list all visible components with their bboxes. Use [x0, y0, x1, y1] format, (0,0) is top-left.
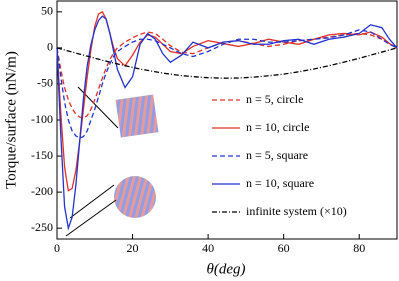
series-line — [56, 15, 398, 231]
x-tick-label: 20 — [127, 241, 139, 255]
series-line — [56, 29, 398, 139]
legend-label: infinite system (×10) — [246, 204, 347, 218]
arrows — [65, 86, 119, 237]
y-tick-label: -200 — [31, 184, 53, 198]
legend-label: n = 10, square — [246, 176, 314, 190]
legend-label: n = 5, square — [246, 148, 308, 162]
series-line — [56, 10, 398, 192]
y-tick-label: -250 — [31, 220, 53, 234]
legend-label: n = 5, circle — [246, 92, 303, 106]
y-tick-label: -50 — [37, 76, 53, 90]
x-tick-label: 40 — [202, 241, 214, 255]
y-tick-label: -100 — [31, 112, 53, 126]
y-axis-label: Torque/surface (nN/m) — [3, 51, 19, 189]
x-axis-label: θ(deg) — [206, 261, 245, 277]
x-tick-label: 0 — [54, 241, 60, 255]
y-tick-label: -150 — [31, 148, 53, 162]
x-tick-label: 80 — [353, 241, 365, 255]
inset-circle — [114, 176, 156, 218]
y-tick-label: 50 — [41, 4, 53, 18]
series-line — [56, 47, 398, 79]
y-tick-label: 0 — [47, 40, 53, 54]
x-tick-label: 60 — [278, 241, 290, 255]
legend-label: n = 10, circle — [246, 120, 309, 134]
inset-square — [115, 94, 159, 138]
